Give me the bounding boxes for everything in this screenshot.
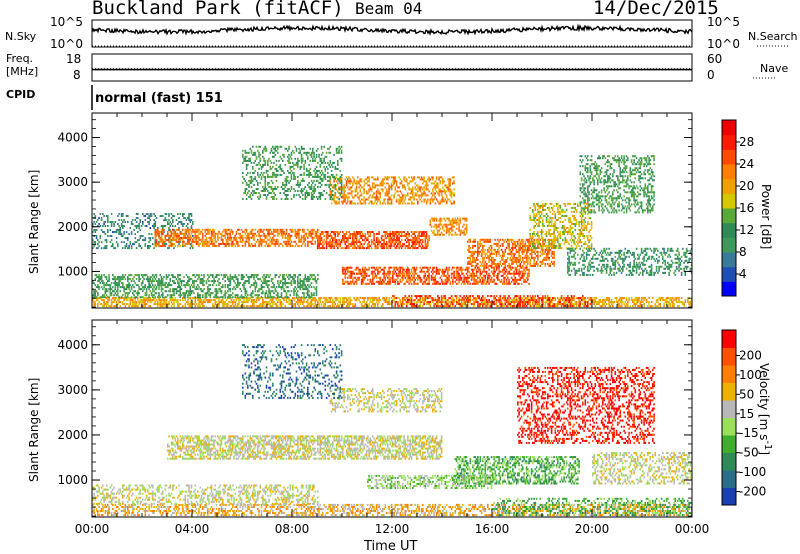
- freq-unit-label: [MHz]: [6, 65, 39, 78]
- freq-label: Freq.: [6, 52, 34, 65]
- chart-title-beam: Beam 04: [355, 0, 423, 18]
- colorbar-tick-label: 100: [739, 368, 762, 382]
- y-tick-label: 4000: [57, 338, 88, 352]
- power-echo-region-13: [392, 295, 593, 308]
- colorbar-swatch: [722, 347, 736, 366]
- velocity-echo-region-7: [517, 366, 655, 444]
- velocity-echo-region-2: [167, 435, 443, 460]
- y-tick-label: 3000: [57, 175, 88, 189]
- nave-label: Nave: [760, 62, 789, 75]
- colorbar-tick-label: 16: [739, 201, 754, 215]
- colorbar-swatch: [722, 164, 736, 180]
- colorbar-tick-label: -100: [739, 465, 766, 479]
- cpid-text: normal (fast) 151: [95, 91, 223, 106]
- colorbar-tick-label: 20: [739, 179, 754, 193]
- colorbar-tick-label: 15: [739, 407, 754, 421]
- x-tick-label: 00:00: [674, 522, 710, 536]
- nsky-noise-line: [91, 23, 693, 36]
- freq-tick-low: 8: [73, 68, 81, 82]
- noise-tick-right-high: 10^5: [707, 15, 740, 29]
- velocity-echo-region-6: [367, 474, 493, 489]
- power-echo-region-10: [529, 202, 593, 250]
- colorbar-tick-label: 8: [739, 245, 747, 259]
- colorbar-swatch: [722, 470, 736, 488]
- noise-tick-left-low: 10^0: [50, 37, 83, 51]
- power-echo-region-3: [154, 228, 319, 247]
- colorbar-tick-label: -200: [739, 485, 766, 499]
- colorbar-swatch: [722, 435, 736, 453]
- nsearch-label: N.Search: [748, 30, 798, 43]
- colorbar-swatch: [722, 382, 736, 401]
- x-tick-label: 00:00: [74, 522, 110, 536]
- colorbar-tick-label: -50: [739, 446, 759, 460]
- colorbar-swatch: [722, 330, 736, 348]
- power-echo-region-5: [429, 217, 468, 236]
- velocity-echo-region-9: [492, 497, 693, 517]
- y-tick-label: 1000: [57, 473, 88, 487]
- freq-tick-high: 18: [66, 52, 82, 66]
- y-tick-label: 2000: [57, 220, 88, 234]
- noise-tick-left-high: 10^5: [50, 15, 83, 29]
- colorbar-swatch: [722, 252, 736, 268]
- velocity-echo-region-8: [592, 452, 693, 485]
- y-tick-label: 2000: [57, 428, 88, 442]
- noise-panel-frame: [91, 19, 693, 48]
- power-echo-region-7: [242, 145, 343, 200]
- colorbar-tick-label: 50: [739, 387, 754, 401]
- power-echo-region-4: [317, 231, 430, 250]
- nave-tick-high: 60: [707, 52, 723, 66]
- colorbar-tick-label: 24: [739, 157, 754, 171]
- x-tick-label: 08:00: [274, 522, 310, 536]
- colorbar-swatch: [722, 120, 736, 136]
- colorbar-tick-label: 200: [739, 348, 762, 362]
- colorbar-swatch: [722, 452, 736, 471]
- y-tick-label: 1000: [57, 264, 88, 278]
- colorbar-swatch: [722, 400, 736, 418]
- colorbar-swatch: [722, 487, 736, 506]
- colorbar-swatch: [722, 208, 736, 224]
- cpid-label: CPID: [6, 88, 36, 101]
- power-echo-region-9: [467, 238, 555, 267]
- velocity-echo-region-3: [329, 388, 443, 413]
- colorbar-swatch: [722, 266, 736, 282]
- noise-tick-right-low: 10^0: [707, 37, 740, 51]
- velocity-echo-region-4: [242, 344, 343, 399]
- nave-tick-low: 0: [707, 68, 715, 82]
- colorbar-swatch: [722, 134, 736, 150]
- colorbar-tick-label: 4: [739, 267, 747, 281]
- velocity-echo-region-1: [92, 484, 319, 505]
- freq-panel-frame: [91, 53, 693, 82]
- chart-title-date: 14/Dec/2015: [593, 0, 719, 19]
- colorbar-tick-label: -15: [739, 426, 759, 440]
- power-echo-region-11: [579, 155, 655, 214]
- colorbar-tick-label: 12: [739, 223, 754, 237]
- colorbar-swatch: [722, 178, 736, 194]
- colorbar-swatch: [722, 193, 736, 209]
- power-echo-region-1: [92, 274, 319, 299]
- x-tick-label: 16:00: [474, 522, 510, 536]
- colorbar-frame: [721, 329, 737, 506]
- colorbar-tick-label: 28: [739, 135, 754, 149]
- chart-title-station: Buckland Park (fitACF): [92, 0, 344, 19]
- power-echo-region-12: [567, 247, 693, 276]
- colorbar-swatch: [722, 417, 736, 436]
- colorbar-swatch: [722, 149, 736, 165]
- power-echo-region-8: [342, 266, 530, 285]
- x-axis-label: Time UT: [364, 539, 418, 554]
- colorbar-swatch: [722, 237, 736, 253]
- y-tick-label: 4000: [57, 131, 88, 145]
- colorbar-swatch: [722, 281, 736, 297]
- y-tick-label: 3000: [57, 383, 88, 397]
- colorbar-swatch: [722, 222, 736, 238]
- x-tick-label: 04:00: [174, 522, 210, 536]
- colorbar-swatch: [722, 365, 736, 383]
- nsky-label: N.Sky: [5, 30, 37, 43]
- power-echo-region-2: [92, 213, 194, 250]
- power-echo-region-6: [329, 176, 455, 205]
- x-tick-label: 12:00: [374, 522, 410, 536]
- x-tick-label: 20:00: [574, 522, 610, 536]
